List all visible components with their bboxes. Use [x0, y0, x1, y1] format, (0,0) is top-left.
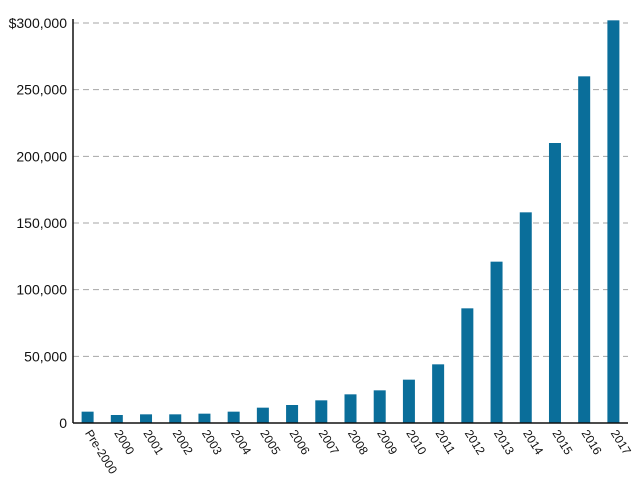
x-tick-label: 2016 [579, 427, 605, 457]
bar-2003 [198, 413, 211, 423]
x-tick-label: 2009 [374, 427, 400, 457]
y-tick-label: 250,000 [16, 82, 67, 98]
y-tick-label: 50,000 [24, 348, 67, 364]
y-tick-label: $300,000 [9, 15, 68, 31]
bar-2011 [432, 364, 445, 423]
bar-2008 [344, 394, 357, 423]
y-tick-labels: 0 50,000 100,000 150,000 200,000 250,000 $300,… [9, 15, 68, 431]
bar-2006 [286, 405, 299, 423]
x-tick-label: 2001 [140, 427, 166, 457]
bar-pre-2000 [81, 411, 94, 423]
x-tick-label: 2002 [170, 427, 196, 457]
bar-2000 [110, 415, 123, 423]
bar-layer [81, 20, 620, 423]
bar-2012 [461, 308, 474, 423]
bar-2007 [315, 400, 328, 423]
x-tick-label: 2006 [287, 427, 313, 457]
y-tick-label: 200,000 [16, 148, 67, 164]
bar-2014 [519, 212, 532, 423]
x-tick-label: 2004 [228, 427, 254, 457]
x-tick-label: 2005 [257, 427, 283, 457]
x-tick-label: 2013 [491, 427, 517, 457]
bar-2015 [548, 143, 561, 423]
bar-2001 [140, 414, 153, 423]
x-tick-label: 2000 [111, 427, 137, 457]
y-tick-label: 100,000 [16, 282, 67, 298]
bar-2009 [373, 390, 386, 423]
grid-layer [73, 22, 628, 357]
x-tick-label: 2010 [403, 427, 429, 457]
axis-layer [72, 19, 628, 424]
bar-2005 [256, 407, 269, 423]
bar-2017 [607, 20, 620, 423]
bar-2016 [578, 76, 591, 423]
bar-2002 [169, 414, 182, 423]
x-tick-label: 2015 [549, 427, 575, 457]
x-tick-label: 2003 [199, 427, 225, 457]
x-tick-label: 2007 [316, 427, 342, 457]
bar-2004 [227, 411, 240, 423]
x-tick-label: 2012 [462, 427, 488, 457]
y-tick-label: 0 [59, 415, 67, 431]
x-tick-label: 2011 [433, 427, 459, 457]
x-tick-label: 2008 [345, 427, 371, 457]
y-tick-label: 150,000 [16, 215, 67, 231]
x-tick-label: 2017 [608, 427, 634, 457]
bar-2010 [402, 379, 415, 423]
x-tick-label: 2014 [520, 427, 546, 457]
bar-2013 [490, 261, 503, 423]
